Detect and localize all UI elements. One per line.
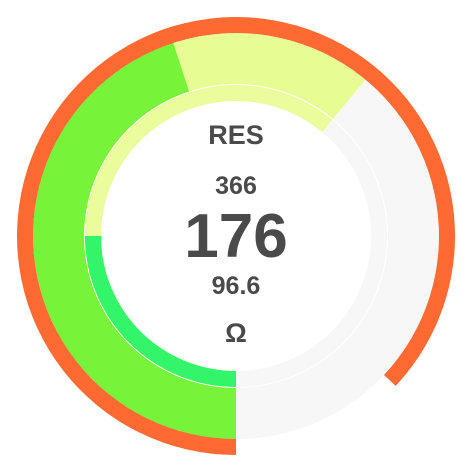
- main-value: 176: [184, 202, 288, 271]
- outer-band-green-segment: [32, 42, 236, 440]
- unit-symbol: Ω: [225, 318, 247, 348]
- tertiary-value: 96.6: [211, 272, 261, 300]
- inner-band-green-segment: [85, 236, 236, 387]
- gauge-title: RES: [208, 120, 264, 150]
- inner-band-lime-segment: [85, 84, 333, 388]
- secondary-value: 366: [215, 172, 257, 200]
